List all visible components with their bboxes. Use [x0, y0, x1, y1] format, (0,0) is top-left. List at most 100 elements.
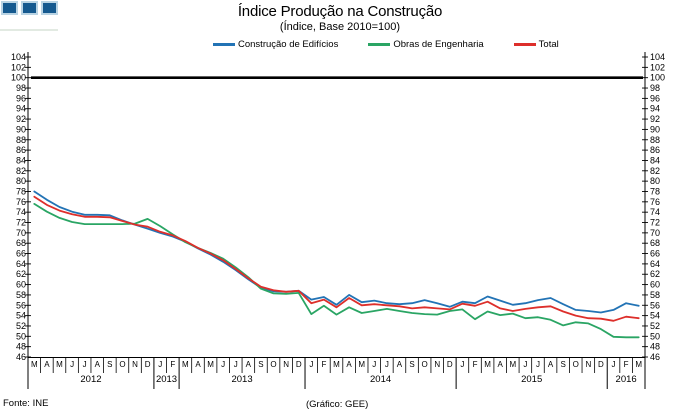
month-label: M [182, 360, 189, 369]
month-label: A [95, 360, 101, 369]
y-axis-label-right: 64 [650, 259, 660, 269]
month-label: A [498, 360, 504, 369]
logo-square [1, 1, 18, 15]
month-label: D [598, 360, 604, 369]
y-axis-label-right: 60 [650, 280, 660, 290]
month-label: A [397, 360, 403, 369]
year-label: 2016 [616, 374, 637, 385]
y-axis-label-left: 96 [16, 93, 26, 103]
month-label: J [612, 360, 616, 369]
y-axis-label-right: 72 [650, 218, 660, 228]
y-axis-label-left: 104 [11, 52, 26, 62]
y-axis-label-left: 48 [16, 342, 26, 352]
y-axis-label-right: 70 [650, 228, 660, 238]
month-label: N [434, 360, 440, 369]
y-axis-label-right: 104 [650, 52, 665, 62]
y-axis-label-right: 102 [650, 62, 665, 72]
y-axis-label-left: 46 [16, 352, 26, 362]
month-label: M [635, 360, 642, 369]
y-axis-label-left: 74 [16, 207, 26, 217]
y-axis-label-right: 98 [650, 83, 660, 93]
y-axis-label-right: 92 [650, 114, 660, 124]
y-axis-label-left: 54 [16, 311, 26, 321]
legend-item: Construção de Edifícios [213, 39, 338, 50]
source-note: Fonte: INE [3, 398, 49, 409]
y-axis-label-right: 86 [650, 145, 660, 155]
y-axis-label-left: 60 [16, 280, 26, 290]
month-label: J [536, 360, 540, 369]
y-axis-label-left: 68 [16, 238, 26, 248]
series-line-constru-o-de-edif-cios [33, 190, 640, 314]
y-axis-label-left: 94 [16, 104, 26, 114]
year-label: 2013 [231, 374, 252, 385]
y-axis-label-left: 100 [11, 73, 26, 83]
month-label: A [548, 360, 554, 369]
month-label: A [246, 360, 252, 369]
month-label: J [234, 360, 238, 369]
y-axis-label-left: 52 [16, 321, 26, 331]
chart-subtitle: (Índice, Base 2010=100) [279, 21, 401, 33]
month-label: D [296, 360, 302, 369]
month-label: J [385, 360, 389, 369]
month-label: D [145, 360, 151, 369]
month-label: A [44, 360, 50, 369]
y-axis-label-right: 84 [650, 155, 660, 165]
month-label: M [509, 360, 516, 369]
legend-item: Total [513, 39, 559, 50]
legend-line-swatch [368, 43, 391, 46]
logo-square [21, 1, 38, 15]
month-label: S [409, 360, 414, 369]
y-axis-label-left: 58 [16, 290, 26, 300]
legend: Construção de Edifícios Obras de Engenhar… [213, 39, 559, 50]
y-axis-label-right: 74 [650, 207, 660, 217]
year-label: 2014 [370, 374, 391, 385]
y-axis-label-right: 52 [650, 321, 660, 331]
y-axis-label-right: 68 [650, 238, 660, 248]
y-axis-label-left: 86 [16, 145, 26, 155]
logo-underline [0, 29, 58, 31]
month-label: F [321, 360, 326, 369]
legend-label: Obras de Engenharia [393, 39, 484, 50]
month-label: A [195, 360, 201, 369]
chart-title: Índice Produção na Construção [237, 3, 443, 20]
y-axis-label-right: 50 [650, 331, 660, 341]
month-label: M [207, 360, 214, 369]
y-axis-label-left: 66 [16, 249, 26, 259]
y-axis-label-left: 50 [16, 331, 26, 341]
y-axis-label-right: 54 [650, 311, 660, 321]
y-axis-label-right: 80 [650, 176, 660, 186]
y-axis-label-right: 94 [650, 104, 660, 114]
month-label: M [333, 360, 340, 369]
month-label: J [158, 360, 162, 369]
month-label: N [585, 360, 591, 369]
month-label: N [132, 360, 138, 369]
y-axis-label-left: 72 [16, 218, 26, 228]
y-axis-label-left: 90 [16, 124, 26, 134]
year-label: 2012 [80, 374, 101, 385]
month-label: F [624, 360, 629, 369]
month-label: M [31, 360, 38, 369]
y-axis-label-right: 90 [650, 124, 660, 134]
logo-square [41, 1, 58, 15]
month-label: J [70, 360, 74, 369]
month-label: D [447, 360, 453, 369]
month-label: S [107, 360, 112, 369]
y-axis-label-left: 84 [16, 155, 26, 165]
month-label: A [346, 360, 352, 369]
month-label: O [270, 360, 276, 369]
year-label: 2015 [521, 374, 542, 385]
legend-line-swatch [213, 43, 235, 46]
month-label: F [170, 360, 175, 369]
y-axis-label-left: 82 [16, 166, 26, 176]
month-label: S [258, 360, 263, 369]
y-axis-label-left: 102 [11, 62, 26, 72]
y-axis-label-right: 96 [650, 93, 660, 103]
month-label: S [560, 360, 565, 369]
legend-item: Obras de Engenharia [368, 39, 484, 50]
y-axis-label-right: 78 [650, 186, 660, 196]
credit-note: (Gráfico: GEE) [306, 399, 369, 410]
month-label: J [83, 360, 87, 369]
month-label: O [119, 360, 125, 369]
